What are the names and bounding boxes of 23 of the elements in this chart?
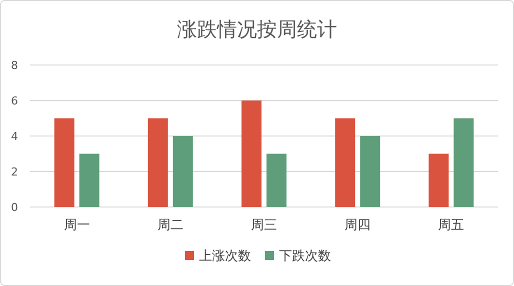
y-tick-label: 8 (11, 59, 18, 72)
x-tick-label: 周二 (157, 218, 184, 233)
x-tick-label: 周一 (64, 218, 90, 233)
x-tick-label: 周四 (344, 218, 371, 233)
x-tick-label: 周三 (251, 218, 277, 233)
bar (454, 118, 474, 207)
legend-label: 上涨次数 (199, 249, 251, 264)
bar (148, 118, 168, 207)
bar (79, 154, 100, 207)
bar (172, 136, 193, 207)
x-tick-label: 周五 (438, 218, 464, 233)
y-tick-label: 0 (11, 201, 18, 214)
y-tick-label: 2 (11, 166, 18, 178)
bar (242, 100, 262, 207)
bar (54, 118, 74, 207)
chart-title: 涨跌情况按周统计 (177, 17, 337, 41)
y-tick-label: 4 (11, 130, 18, 143)
y-tick-label: 6 (11, 94, 18, 108)
bar (335, 118, 356, 207)
bar (266, 154, 286, 207)
bar (360, 136, 380, 207)
legend-label: 下跌次数 (279, 249, 331, 264)
bar (428, 154, 449, 207)
